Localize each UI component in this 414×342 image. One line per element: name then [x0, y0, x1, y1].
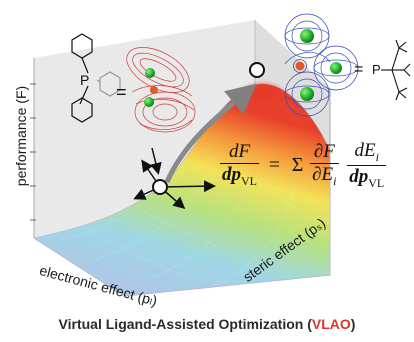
right-orbital-green-atom-top — [300, 29, 314, 43]
optimization-path-arrow — [164, 83, 257, 183]
eq-term1-denominator: ∂E — [312, 164, 334, 186]
right-orbital-green-atom-right — [330, 62, 342, 74]
eq-term2-denominator-sub: VL — [368, 175, 385, 190]
left-orbital-phosphorus-atom — [150, 86, 158, 94]
eq-sigma: Σ — [291, 153, 304, 176]
right-orbital-green-atom-bottom — [300, 87, 314, 101]
eq-lhs-numerator: dF — [220, 141, 259, 165]
eq-term2-numerator: dE — [354, 140, 376, 161]
left-ligand-equals: = — [116, 82, 127, 102]
eq-term2-denominator: dp — [349, 165, 369, 187]
y-ticks — [30, 83, 36, 221]
right-ligand-equals: = — [354, 61, 363, 78]
eq-lhs-fraction: dF dpVL — [220, 141, 259, 189]
eq-equals: = — [268, 153, 281, 176]
left-virtual-orbital — [126, 47, 196, 133]
optimum-marker — [249, 62, 265, 78]
arrow-right — [159, 180, 216, 193]
eq-term1-fraction: ∂F ∂Ei — [310, 141, 339, 189]
caption-prefix: Virtual Ligand-Assisted Optimization ( — [58, 316, 312, 332]
virtual-ligand-structure — [381, 39, 411, 101]
eq-lhs-denominator: dp — [222, 164, 241, 186]
gradient-equation: dF dpVL = Σ ∂F ∂Ei dEi dpVL — [220, 140, 387, 191]
eq-lhs-denominator-sub: VL — [241, 174, 257, 189]
eq-term2-numerator-sub: i — [375, 149, 379, 164]
caption-suffix: ) — [350, 316, 356, 332]
caption-highlight: VLAO — [311, 316, 351, 332]
eq-term1-numerator: ∂F — [310, 141, 339, 165]
surface-gridlines — [59, 149, 301, 288]
right-orbital-phosphorus-atom — [295, 61, 305, 71]
left-ligand-phosphorus: P — [80, 72, 89, 88]
left-orbital-green-atom-lower — [144, 97, 154, 107]
y-axis-label: performance (F) — [13, 85, 29, 187]
right-virtual-orbital — [284, 13, 359, 117]
eq-term2-fraction: dEi dpVL — [347, 140, 387, 191]
figure-caption: Virtual Ligand-Assisted Optimization (VL… — [0, 316, 414, 332]
triphenylphosphine-structure — [71, 33, 121, 123]
right-ligand-phosphorus: P — [372, 62, 381, 77]
left-orbital-green-atom-upper — [145, 68, 155, 78]
start-marker — [152, 179, 168, 195]
orbital-to-start-arrow — [149, 147, 162, 175]
eq-term1-denominator-sub: i — [333, 174, 337, 189]
